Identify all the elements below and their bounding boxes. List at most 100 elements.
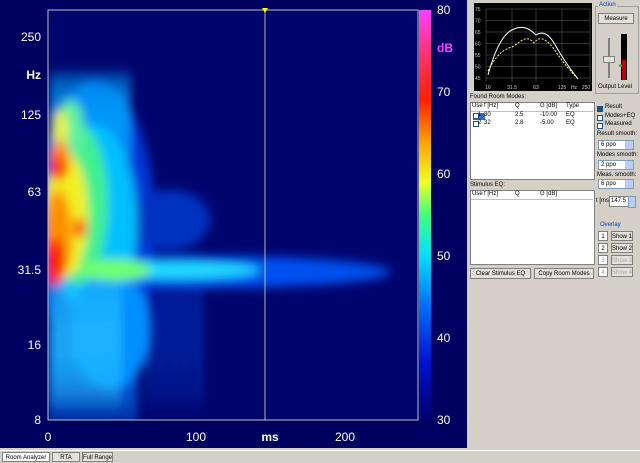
heat-blob xyxy=(183,250,189,410)
mini-y-label: 70 xyxy=(475,19,481,25)
meas-smooth-dropdown[interactable]: 6 ppo xyxy=(598,179,634,189)
clear-stimulus-button[interactable]: Clear Stimulus EQ xyxy=(470,268,531,279)
column-header: G [dB] xyxy=(540,191,558,197)
heat-blob xyxy=(51,270,57,410)
colorbar xyxy=(419,10,431,420)
colorbar-label: 30 xyxy=(437,413,451,427)
use-checkbox[interactable] xyxy=(473,113,479,119)
option-label: Result xyxy=(605,104,623,110)
mini-x-label: 250 xyxy=(582,85,591,91)
heat-blob xyxy=(171,250,177,410)
mini-x-label: 16 xyxy=(485,85,491,91)
heat-blob xyxy=(195,250,201,410)
overlay-number: 3 xyxy=(598,255,608,265)
spectrogram-panel: 250 Hz 125 63 31.5 16 80 100 ms 200 80 70 60 50 40 30 dB xyxy=(0,0,467,448)
selected-row xyxy=(473,113,485,120)
mode-cell: -10.00 xyxy=(540,112,558,118)
heat-blob xyxy=(52,110,68,150)
mode-cell: 1 xyxy=(478,112,482,118)
copy-room-modes-button[interactable]: Copy Room Modes xyxy=(534,268,594,279)
use-checkbox[interactable] xyxy=(473,121,479,127)
colorbar-label: 60 xyxy=(437,167,451,181)
mode-cell: 2 xyxy=(478,120,482,126)
mode-cell: 2.5 xyxy=(515,112,524,118)
column-header: Q xyxy=(515,103,520,109)
action-title: Action xyxy=(598,2,617,8)
overlay-number[interactable]: 1 xyxy=(598,231,608,241)
mini-chart: 75 70 65 60 55 50 45 16 31.5 63 125 Hz 250 xyxy=(474,3,592,91)
colorbar-label: 40 xyxy=(437,331,451,345)
mini-curve-result xyxy=(487,26,579,80)
y-axis-label: 125 xyxy=(21,108,41,122)
mini-x-label: Hz xyxy=(571,85,578,91)
meas-smooth-label: Meas. smooth: xyxy=(597,172,637,178)
tab[interactable]: Full Range xyxy=(82,452,113,462)
x-axis-label: 200 xyxy=(335,430,355,444)
y-axis-label: Hz xyxy=(26,68,41,82)
modes-smooth-dropdown[interactable]: 2 ppo xyxy=(598,160,634,170)
colorbar-label: 80 xyxy=(437,3,451,17)
overlay-number: 4 xyxy=(598,267,608,277)
header-divider xyxy=(471,111,593,112)
room-modes-title: Found Room Modes: xyxy=(470,94,527,100)
mini-x-label: 63 xyxy=(533,85,539,91)
result-smooth-label: Result smooth: xyxy=(597,131,638,137)
mode-cell: 30 xyxy=(484,112,491,118)
level-led xyxy=(619,64,622,67)
overlay-show-button[interactable]: Show 2 xyxy=(611,243,633,253)
option-label: Measured xyxy=(605,121,632,127)
mini-y-label: 75 xyxy=(475,7,481,13)
cursor-marker[interactable] xyxy=(262,8,268,13)
t-label: t [ms] xyxy=(596,198,611,204)
option-checkbox[interactable] xyxy=(597,114,603,121)
heat-blob xyxy=(79,259,151,281)
level-meter xyxy=(621,34,627,80)
heat-blob xyxy=(78,270,84,410)
heat-blob xyxy=(114,270,120,410)
mini-chart-bg xyxy=(474,3,592,91)
heat-blob xyxy=(74,218,86,238)
mini-y-label: 60 xyxy=(475,42,481,48)
result-smooth-dropdown[interactable]: 6 ppo xyxy=(598,140,634,150)
column-header: f [Hz] xyxy=(484,103,499,109)
action-group xyxy=(595,6,639,94)
tab[interactable]: RTA xyxy=(52,452,80,462)
y-axis-label: 16 xyxy=(28,338,42,352)
t-spinner[interactable] xyxy=(628,196,636,208)
t-input[interactable]: 147.5 xyxy=(609,196,630,207)
mini-y-label: 45 xyxy=(475,76,481,82)
header-divider xyxy=(471,199,593,200)
mode-cell: 32 xyxy=(484,120,491,126)
mini-y-label: 65 xyxy=(475,30,481,36)
y-axis-label: 63 xyxy=(28,185,42,199)
option-checkbox[interactable] xyxy=(597,123,603,129)
column-header: Use xyxy=(472,191,483,197)
mini-x-label: 31.5 xyxy=(507,85,517,91)
x-axis-label: 0 xyxy=(45,430,52,444)
overlay-show-button[interactable]: Show 1 xyxy=(611,231,633,241)
column-header: Q xyxy=(515,191,520,197)
measure-button[interactable]: Measure xyxy=(598,13,634,24)
colorbar-label: 70 xyxy=(437,85,451,99)
column-header: Type xyxy=(566,103,580,109)
y-axis-label: 31.5 xyxy=(18,263,42,277)
y-axis-label: 8 xyxy=(34,413,41,427)
overlay-number[interactable]: 2 xyxy=(598,243,608,253)
heat-blob xyxy=(69,270,75,410)
mini-x-label: 125 xyxy=(558,85,567,91)
option-checkbox[interactable] xyxy=(597,106,603,112)
tab-bar xyxy=(0,450,640,463)
mode-cell: EQ xyxy=(566,120,575,126)
heat-blob xyxy=(48,238,65,286)
heat-blob xyxy=(105,270,111,410)
heat-blob xyxy=(159,250,165,410)
heat-blob xyxy=(122,70,130,170)
column-header: Use xyxy=(472,103,483,109)
heatmap xyxy=(48,70,390,420)
colorbar-unit: dB xyxy=(437,41,453,55)
column-header: G [dB] xyxy=(540,103,558,109)
gain-slider-thumb[interactable] xyxy=(603,56,615,63)
mini-y-label: 55 xyxy=(475,53,481,59)
tab[interactable]: Room Analyzer xyxy=(2,452,50,462)
